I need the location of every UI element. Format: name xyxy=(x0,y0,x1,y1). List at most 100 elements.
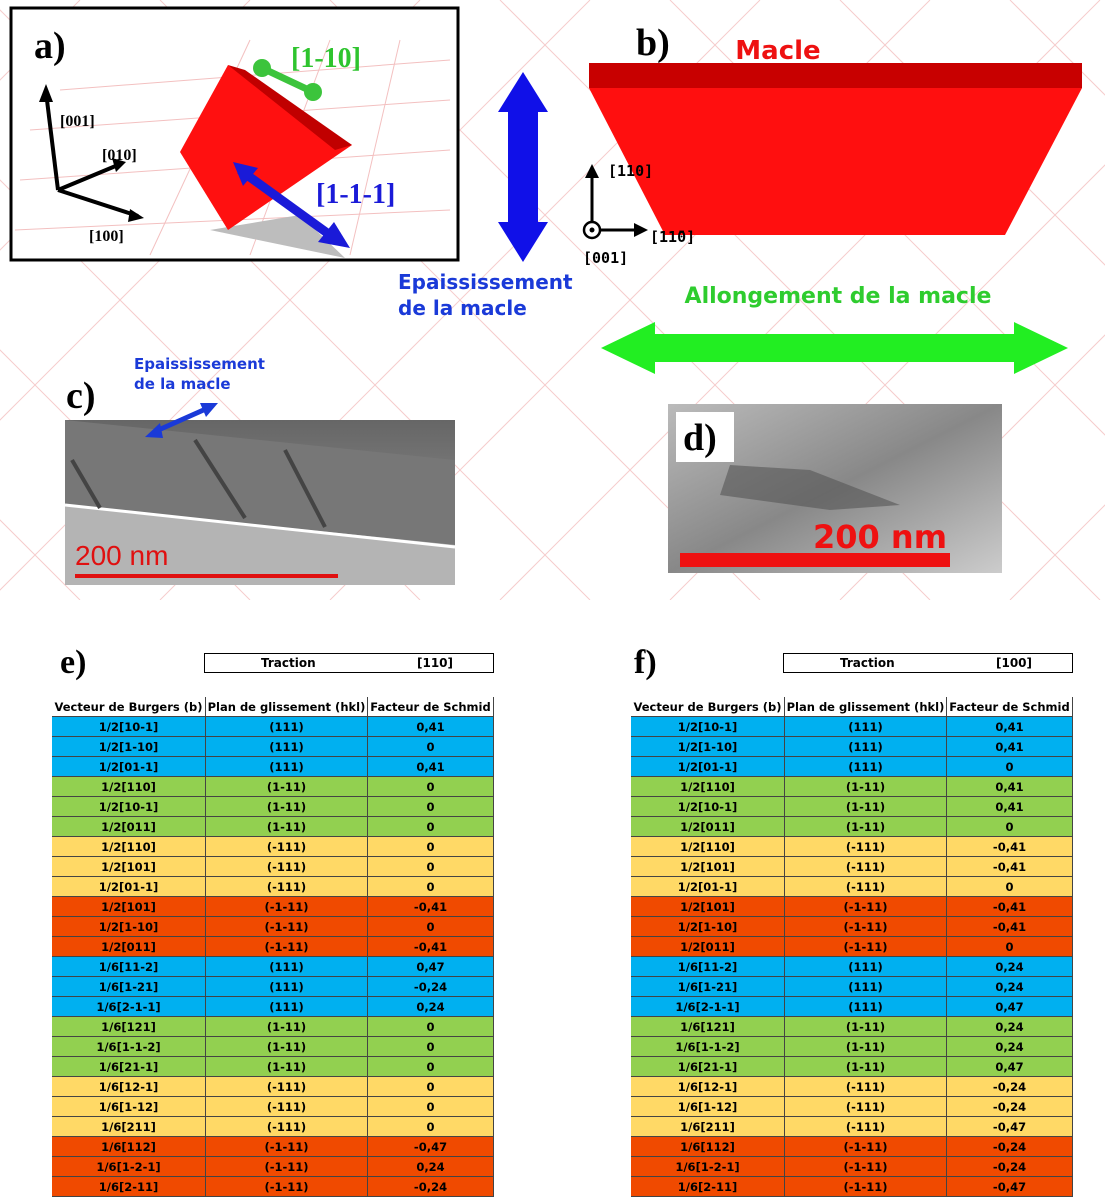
table-cell: 1/2[101] xyxy=(631,897,785,917)
table-cell: 1/2[011] xyxy=(52,817,206,837)
table-cell: 1/6[211] xyxy=(52,1117,206,1137)
table-cell: (1-11) xyxy=(206,1057,368,1077)
thickening-label: Epaississement xyxy=(398,270,573,294)
table-cell: (-111) xyxy=(785,837,947,857)
table-cell: -0,47 xyxy=(947,1177,1073,1197)
table-cell: 1/2[011] xyxy=(631,817,785,837)
vector-label: [1-10] xyxy=(291,43,361,74)
blue-vector xyxy=(237,166,333,239)
column-header: Plan de glissement (hkl) xyxy=(206,697,368,717)
table-cell: -0,24 xyxy=(947,1097,1073,1117)
table-cell: (111) xyxy=(785,737,947,757)
table-cell: 1/6[2-11] xyxy=(52,1177,206,1197)
table-cell: 0,41 xyxy=(947,717,1073,737)
table-cell: -0,41 xyxy=(947,837,1073,857)
thickening-arrow xyxy=(498,222,548,262)
dir-head xyxy=(585,164,599,178)
table-cell: 0,47 xyxy=(368,957,494,977)
table-cell: 0 xyxy=(368,777,494,797)
table-cell: 1/6[121] xyxy=(631,1017,785,1037)
table-cell: 0 xyxy=(947,757,1073,777)
table-cell: -0,41 xyxy=(368,897,494,917)
table-label: f) xyxy=(634,644,657,681)
table-cell: (-1-11) xyxy=(206,1137,368,1157)
table-cell: -0,41 xyxy=(368,937,494,957)
table-cell: (-1-11) xyxy=(785,937,947,957)
table-cell: 0,41 xyxy=(947,797,1073,817)
green-end xyxy=(253,59,271,77)
table-cell: 0,41 xyxy=(368,717,494,737)
table-cell: (1-11) xyxy=(206,1037,368,1057)
annotation: de la macle xyxy=(134,375,231,393)
table-cell: 1/2[101] xyxy=(52,857,206,877)
table-cell: (111) xyxy=(785,977,947,997)
table-cell: 1/2[10-1] xyxy=(52,797,206,817)
table-cell: 1/2[01-1] xyxy=(631,757,785,777)
table-cell: -0,24 xyxy=(947,1077,1073,1097)
table-cell: (111) xyxy=(785,997,947,1017)
table-cell: -0,47 xyxy=(368,1137,494,1157)
table-cell: 1/6[1-1-2] xyxy=(631,1037,785,1057)
table-cell: -0,24 xyxy=(947,1157,1073,1177)
table-cell: (-1-11) xyxy=(785,1137,947,1157)
table-cell: (-111) xyxy=(206,857,368,877)
table-cell: 0 xyxy=(947,937,1073,957)
twin-title: Macle xyxy=(735,36,820,66)
table-cell: (111) xyxy=(206,757,368,777)
dir-label: [110] xyxy=(608,162,653,180)
table-cell: (-1-11) xyxy=(785,897,947,917)
column-header: Vecteur de Burgers (b) xyxy=(52,697,206,717)
table-cell: 1/6[1-12] xyxy=(631,1097,785,1117)
table-cell: (1-11) xyxy=(206,1017,368,1037)
table-cell: 0,24 xyxy=(947,1017,1073,1037)
table-cell: 1/2[01-1] xyxy=(52,757,206,777)
table-cell: 0 xyxy=(368,837,494,857)
panel-label: d) xyxy=(683,417,717,459)
table-cell: 1/2[110] xyxy=(631,777,785,797)
table-cell: (1-11) xyxy=(785,797,947,817)
table-cell: 1/2[101] xyxy=(52,897,206,917)
table-cell: 0 xyxy=(368,1097,494,1117)
table-cell: (1-11) xyxy=(206,777,368,797)
table-cell: -0,47 xyxy=(947,1117,1073,1137)
table-cell: 1/6[21-1] xyxy=(631,1057,785,1077)
table-cell: 0 xyxy=(368,917,494,937)
axis-head xyxy=(39,84,53,102)
loading-text: [100] xyxy=(996,656,1033,670)
table-cell: 0 xyxy=(947,877,1073,897)
table-cell: 0,41 xyxy=(368,757,494,777)
table-cell: (-111) xyxy=(206,837,368,857)
loading-text: Traction xyxy=(261,656,316,670)
table-cell: 0 xyxy=(368,1117,494,1137)
table-cell: 1/2[10-1] xyxy=(52,717,206,737)
column-header: Plan de glissement (hkl) xyxy=(785,697,947,717)
scale-bar xyxy=(680,553,950,567)
table-cell: (1-11) xyxy=(206,817,368,837)
table-cell: (-1-11) xyxy=(785,917,947,937)
blue-head xyxy=(318,222,350,248)
table-cell: 0 xyxy=(368,797,494,817)
table-cell: (-111) xyxy=(785,877,947,897)
substrate xyxy=(65,505,455,585)
table-cell: (-1-11) xyxy=(785,1177,947,1197)
table-cell: 0 xyxy=(947,817,1073,837)
twin-edge xyxy=(228,65,352,150)
elongation-arrow xyxy=(601,322,1068,374)
table-cell: 1/6[11-2] xyxy=(52,957,206,977)
annotation-head xyxy=(145,423,163,438)
table-cell: (1-11) xyxy=(785,817,947,837)
green-vector xyxy=(260,64,315,96)
table-cell: (-1-11) xyxy=(785,1157,947,1177)
table-cell: (-111) xyxy=(785,1097,947,1117)
panel-label: c) xyxy=(66,375,96,417)
table-cell: 0,47 xyxy=(947,997,1073,1017)
column-header: Vecteur de Burgers (b) xyxy=(631,697,785,717)
loading-text: Traction xyxy=(840,656,895,670)
table-cell: 1/6[112] xyxy=(631,1137,785,1157)
table-cell: (-111) xyxy=(206,1077,368,1097)
table-cell: 1/2[01-1] xyxy=(631,877,785,897)
table-cell: 0,24 xyxy=(368,1157,494,1177)
table-cell: (111) xyxy=(785,717,947,737)
twin-top xyxy=(589,63,1082,88)
table-cell: 1/2[011] xyxy=(52,937,206,957)
